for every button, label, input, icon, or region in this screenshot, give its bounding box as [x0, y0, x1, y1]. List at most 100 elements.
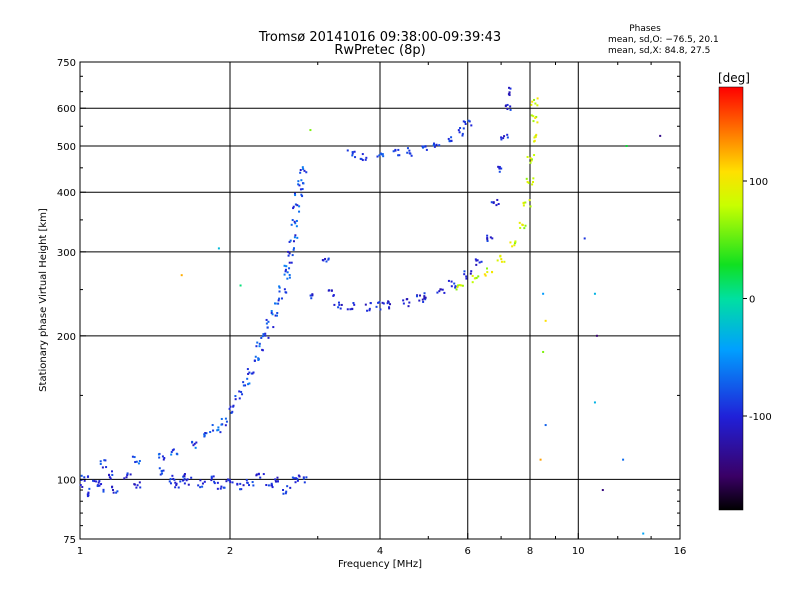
phase-stats-x: mean, sd,X: 84.8, 27.5 [608, 46, 710, 56]
data-point [292, 205, 295, 208]
data-point [242, 381, 245, 384]
data-point [593, 401, 596, 404]
data-point [506, 136, 509, 139]
data-point [443, 291, 446, 294]
data-point [264, 334, 267, 337]
data-point [169, 477, 172, 480]
data-point [450, 280, 453, 283]
x-tick-label: 8 [527, 546, 533, 557]
data-point [406, 298, 409, 301]
data-point [115, 491, 118, 494]
data-point [337, 306, 340, 309]
data-point [386, 302, 389, 305]
data-point [461, 134, 464, 137]
data-point [460, 284, 463, 287]
data-point [530, 159, 533, 162]
data-point [360, 157, 363, 160]
data-points [79, 86, 662, 535]
data-point [79, 484, 82, 487]
data-point [303, 169, 306, 172]
data-point [246, 377, 249, 380]
colorbar-tick-label: 0 [749, 295, 755, 306]
data-point [224, 417, 227, 420]
data-point [137, 462, 140, 465]
data-point [459, 127, 462, 130]
data-point [186, 478, 189, 481]
data-point [287, 250, 290, 253]
data-point [276, 480, 279, 483]
data-point [525, 177, 528, 180]
data-point [302, 182, 305, 185]
data-point [295, 225, 298, 228]
data-point [295, 219, 298, 222]
data-point [299, 171, 302, 174]
data-point [533, 139, 536, 142]
data-point [101, 466, 104, 469]
data-point [286, 485, 289, 488]
data-point [291, 219, 294, 222]
x-tick-label: 2 [227, 546, 233, 557]
data-point [248, 484, 251, 487]
data-point [470, 124, 473, 127]
data-point [97, 481, 100, 484]
data-point [508, 94, 511, 97]
data-point [432, 144, 435, 147]
data-point [265, 322, 268, 325]
data-point [310, 297, 313, 300]
data-point [583, 237, 586, 240]
data-point [247, 383, 250, 386]
data-point [298, 205, 301, 208]
data-point [351, 152, 354, 155]
x-tick-label: 16 [674, 546, 687, 557]
data-point [203, 434, 206, 437]
data-point [421, 145, 424, 148]
data-point [458, 284, 461, 287]
data-point [302, 168, 305, 171]
data-point [325, 260, 328, 263]
data-point [353, 150, 356, 153]
data-point [447, 137, 450, 140]
data-point [418, 299, 421, 302]
data-point [601, 489, 604, 492]
data-point [475, 276, 478, 279]
data-point [376, 155, 379, 158]
data-point [450, 139, 453, 142]
data-point [225, 480, 228, 483]
data-point [300, 179, 303, 182]
data-point [203, 480, 206, 483]
data-point [322, 259, 325, 262]
data-point [220, 423, 223, 426]
x-axis-label: Frequency [MHz] [338, 559, 422, 570]
data-point [305, 476, 308, 479]
data-point [209, 431, 212, 434]
data-point [539, 458, 542, 461]
data-point [247, 372, 250, 375]
data-point [205, 432, 208, 435]
data-point [83, 479, 86, 482]
data-point [278, 297, 281, 300]
data-point [497, 202, 500, 205]
data-point [542, 292, 545, 295]
data-point [503, 135, 506, 138]
data-point [433, 142, 436, 145]
data-point [531, 180, 534, 183]
data-point [474, 258, 477, 261]
data-point [239, 482, 242, 485]
data-point [272, 326, 275, 329]
data-point [506, 103, 509, 106]
data-point [291, 254, 294, 257]
data-point [210, 477, 213, 480]
data-point [255, 345, 258, 348]
data-point [259, 476, 262, 479]
data-point [111, 473, 114, 476]
data-point [223, 486, 226, 489]
data-point [288, 261, 291, 264]
data-point [157, 453, 160, 456]
data-point [248, 382, 251, 385]
data-point [529, 157, 532, 160]
data-point [266, 326, 269, 329]
x-tick-label: 6 [465, 546, 471, 557]
axis-ticks: 1 2 4 6 8 10 16 75 100 200 300 400 500 600 750 [57, 58, 686, 557]
data-point [533, 98, 536, 101]
data-point [283, 288, 286, 291]
